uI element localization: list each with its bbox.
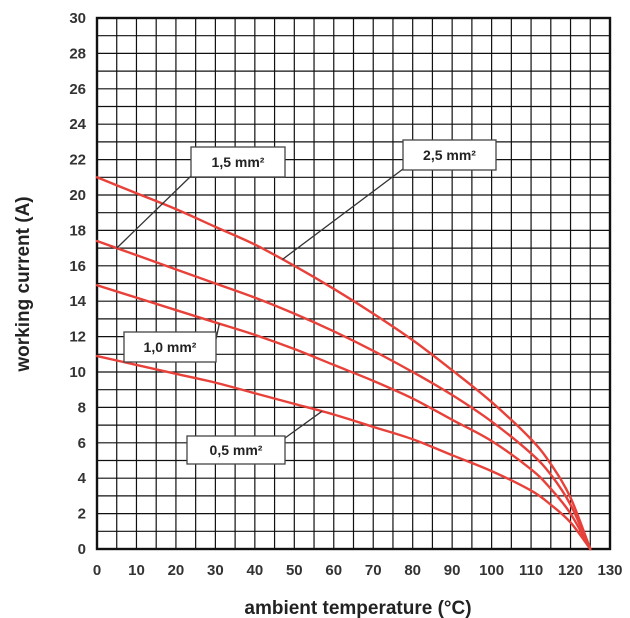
callout-box — [402, 139, 497, 171]
y-tick-label: 6 — [78, 435, 86, 452]
plot-frame — [95, 16, 612, 551]
x-tick-label: 100 — [479, 562, 504, 579]
x-tick-label: 40 — [247, 562, 264, 579]
callout-label: 1,0 mm² — [144, 339, 197, 355]
curve-2-5-mm2 — [95, 176, 592, 551]
y-tick-label: 16 — [69, 258, 86, 275]
y-axis-title: working current (A) — [13, 196, 34, 372]
y-tick-label: 0 — [78, 541, 86, 558]
curve-1-5-mm2 — [95, 239, 592, 551]
curves — [95, 176, 592, 551]
y-tick-label: 24 — [69, 116, 86, 133]
x-tick-label: 90 — [444, 562, 461, 579]
callout-label: 2,5 mm² — [423, 147, 476, 163]
y-tick-label: 14 — [69, 293, 86, 310]
y-tick-label: 12 — [69, 329, 86, 346]
y-tick-label: 20 — [69, 187, 86, 204]
callout-box — [190, 146, 286, 178]
callout-box — [123, 331, 217, 363]
x-tick-label: 130 — [597, 562, 622, 579]
callout-box — [186, 435, 286, 465]
curve-0-5-mm2 — [95, 354, 592, 551]
x-tick-label: 120 — [558, 562, 583, 579]
y-tick-label: 18 — [69, 222, 86, 239]
y-tick-label: 22 — [69, 152, 86, 169]
x-tick-label: 10 — [128, 562, 145, 579]
y-tick-label: 2 — [78, 506, 86, 523]
x-tick-label: 20 — [168, 562, 185, 579]
y-tick-label: 4 — [78, 470, 87, 487]
y-tick-label: 28 — [69, 45, 86, 62]
grid — [95, 16, 612, 551]
y-tick-label: 26 — [69, 81, 86, 98]
callout-label: 1,5 mm² — [212, 154, 265, 170]
curve-1-0-mm2 — [95, 284, 592, 551]
callout-leader-line — [284, 410, 323, 439]
callouts: 1,5 mm² 2,5 mm² 1,0 mm² 0,5 mm² — [116, 139, 497, 465]
x-tick-label: 80 — [404, 562, 421, 579]
x-axis-title: ambient temperature (°C) — [244, 598, 471, 618]
x-tick-label: 70 — [365, 562, 382, 579]
x-tick-label: 0 — [93, 562, 101, 579]
callout-label: 0,5 mm² — [210, 442, 263, 458]
x-tick-label: 110 — [519, 562, 543, 579]
y-tick-label: 10 — [69, 364, 86, 381]
x-tick-label: 30 — [207, 562, 224, 579]
callout-leader-line — [282, 168, 404, 260]
x-tick-label: 60 — [325, 562, 342, 579]
y-tick-label: 8 — [78, 399, 86, 416]
y-tick-label: 30 — [69, 10, 86, 27]
x-tick-label: 50 — [286, 562, 303, 579]
x-tick-labels: 0 10 20 30 40 50 60 70 80 90 100 110 120 130 — [93, 562, 623, 579]
callout-leader-line — [116, 175, 192, 249]
